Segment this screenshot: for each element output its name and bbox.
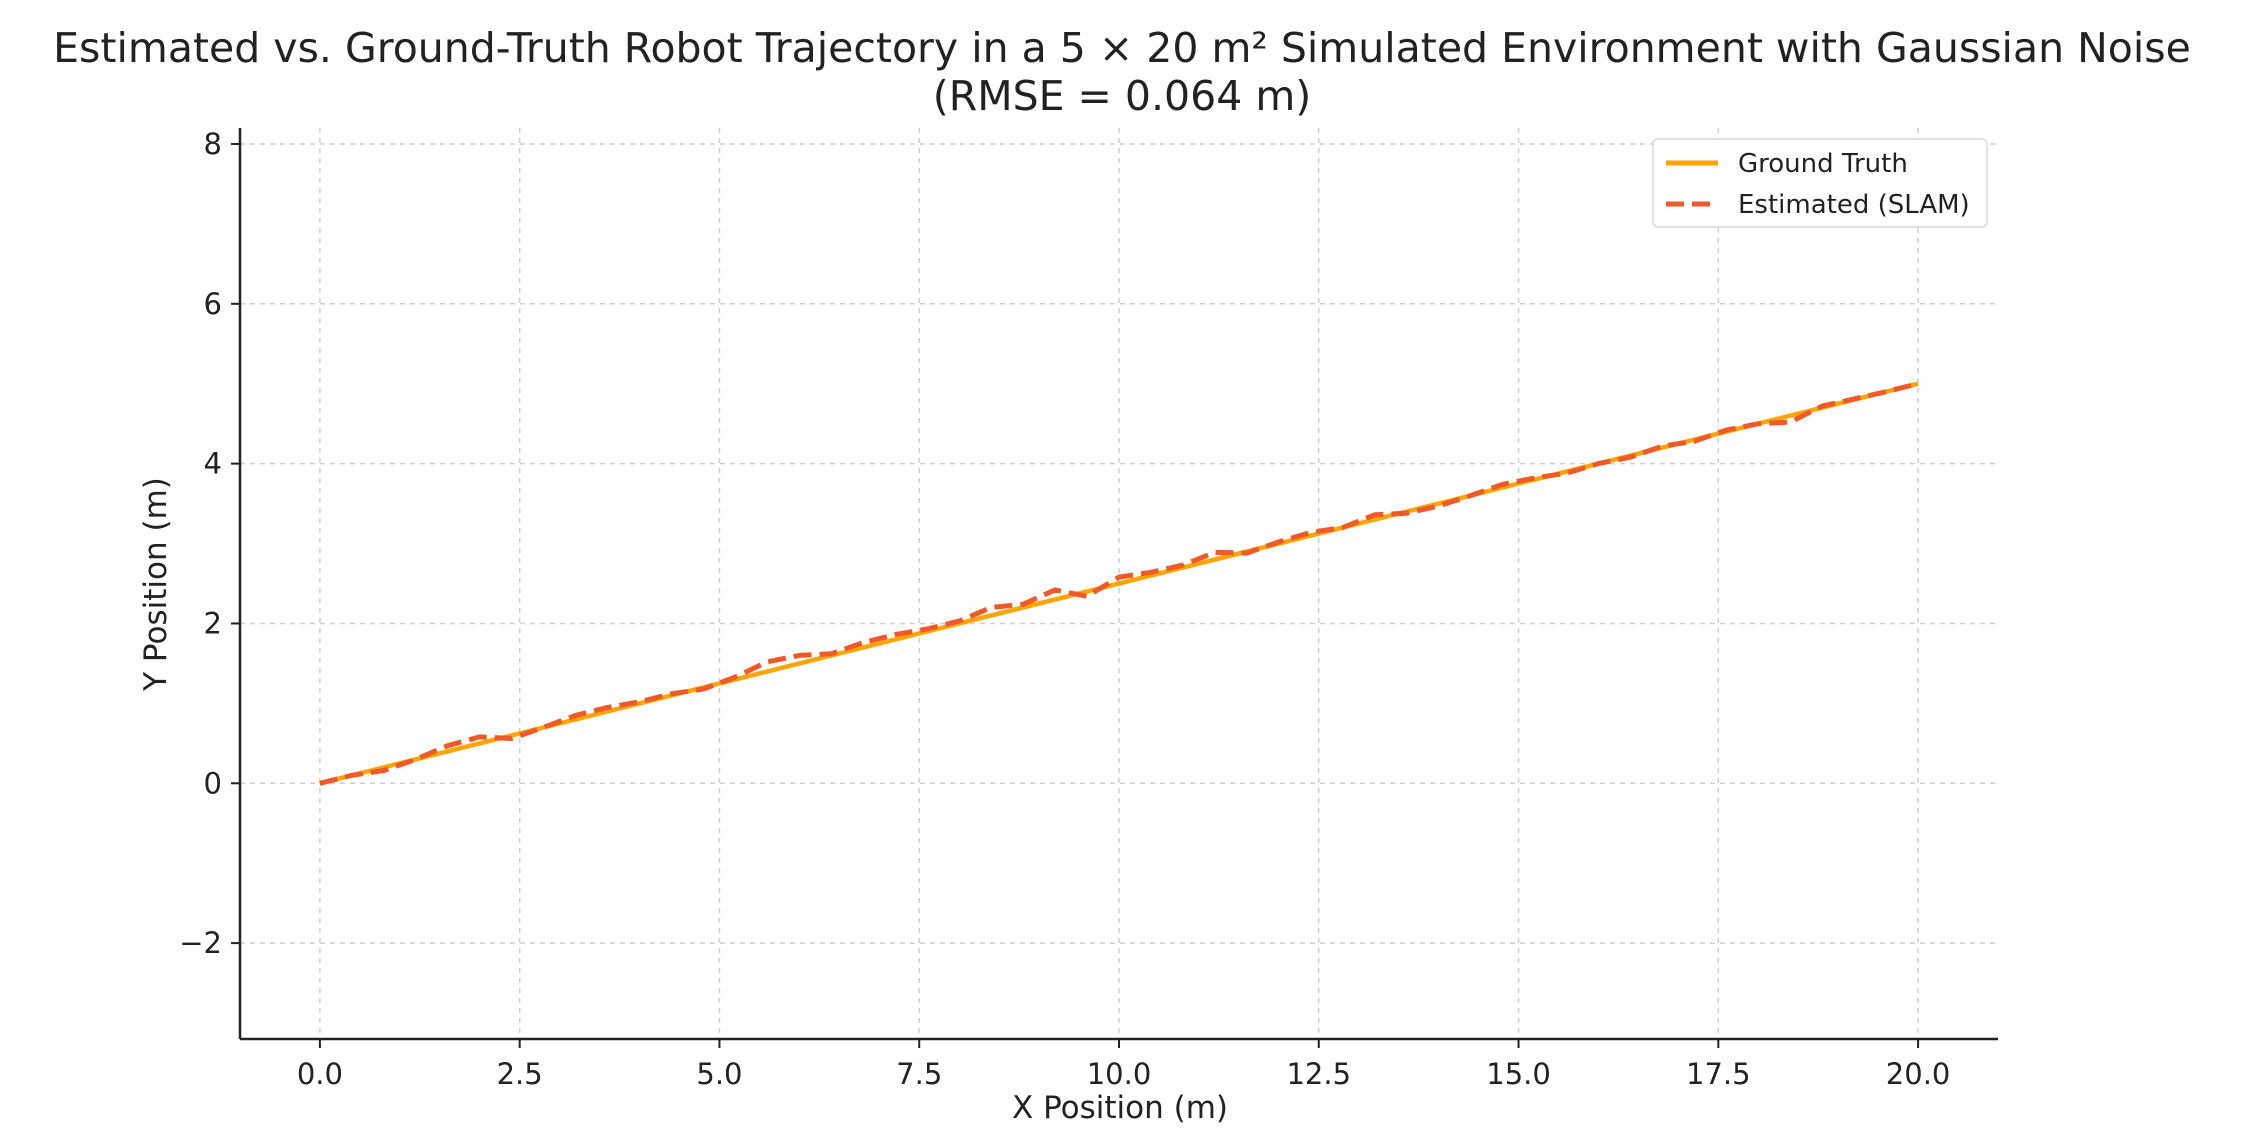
grid-lines [240,128,1998,1039]
y-axis-label: Y Position (m) [138,477,174,692]
series-lines [319,381,1919,786]
chart-subtitle: (RMSE = 0.064 m) [933,72,1312,120]
y-tick-label: 6 [204,287,222,321]
legend: Ground Truth Estimated (SLAM) [1652,138,1988,228]
y-tick-label: 0 [204,766,222,800]
x-tick-label: 0.0 [297,1057,343,1091]
y-tick-label: 4 [204,447,222,481]
y-tick-label: 2 [204,606,222,640]
x-tick-label: 15.0 [1486,1057,1551,1091]
x-tick-label: 17.5 [1686,1057,1751,1091]
legend-box [1652,138,1988,228]
x-tick-label: 2.5 [497,1057,543,1091]
x-tick-label: 10.0 [1087,1057,1152,1091]
x-tick-label: 5.0 [696,1057,742,1091]
x-tick-label: 12.5 [1286,1057,1351,1091]
legend-label: Ground Truth [1738,149,1908,179]
x-tick-label: 7.5 [896,1057,942,1091]
x-tick-label: 20.0 [1886,1057,1951,1091]
chart-title: Estimated vs. Ground-Truth Robot Traject… [53,24,2191,72]
estimated-slam-line [319,381,1919,786]
tick-labels: 0.0 2.5 5.0 7.5 10.0 12.5 15.0 17.5 20.0 −2 0 2 4 6 8 [179,127,1950,1091]
x-axis-label: X Position (m) [1012,1090,1228,1126]
y-tick-label: 8 [204,127,222,161]
legend-label: Estimated (SLAM) [1738,190,1970,220]
y-tick-label: −2 [179,926,222,960]
